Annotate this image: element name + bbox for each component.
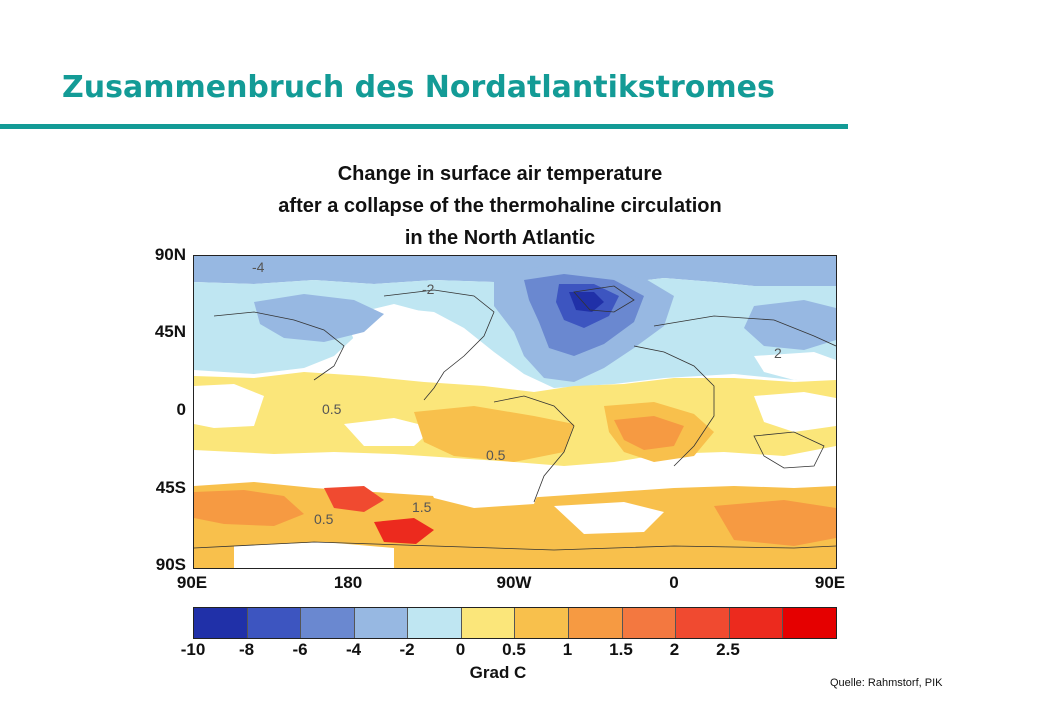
coast-australia: [753, 431, 825, 469]
contour-label-tropic-1: 0.5: [322, 401, 342, 417]
region-antarctic-white: [234, 542, 394, 568]
contour-label-arctic: -4: [252, 259, 265, 275]
contour-label-asia: 2: [774, 345, 782, 361]
temperature-map-svg: -4 -2 0.5 0.5 0.5 2 1.5: [194, 256, 836, 568]
lat-label-45s: 45S: [155, 478, 186, 497]
lon-label-90w: 90W: [496, 573, 532, 592]
region-south-indian-orange: [194, 490, 304, 526]
coast-north-america: [383, 289, 495, 401]
colorbar-tick-label: -8: [238, 640, 255, 659]
colorbar-tick-label: -4: [345, 640, 362, 659]
region-south-atlantic-white: [554, 502, 664, 534]
contour-labels: -4 -2 0.5 0.5 0.5 2 1.5: [252, 259, 782, 527]
source-credit: Quelle: Rahmstorf, PIK: [830, 677, 943, 689]
colorbar-swatch: [247, 608, 302, 638]
contour-label-na: -2: [422, 281, 435, 297]
region-south-atlantic-core: [614, 416, 684, 450]
coast-asia-pacific: [213, 311, 345, 381]
continent-outlines: [194, 285, 836, 551]
title-underline: [0, 124, 848, 129]
region-south-pacific-white: [424, 470, 544, 508]
colorbar-swatch: [461, 608, 516, 638]
lat-label-45n: 45N: [154, 322, 186, 341]
region-pacific-white-patch: [344, 418, 434, 446]
lon-label-180: 180: [333, 573, 363, 592]
colorbar-swatch: [515, 608, 570, 638]
lat-label-equator: 0: [176, 400, 186, 419]
colorbar-tick-label: 1.5: [609, 640, 633, 659]
map-title-line-1: Change in surface air temperature: [337, 163, 663, 185]
coast-antarctica: [194, 541, 836, 551]
colorbar-tick-label: -6: [292, 640, 308, 659]
colorbar-swatch: [194, 608, 248, 638]
region-pacific-white: [754, 352, 836, 380]
colorbar-tick-label: 1: [562, 640, 573, 659]
region-south-pacific-orange: [414, 406, 574, 462]
lon-label-0: 0: [669, 573, 679, 592]
colorbar-tick-label: 2.5: [716, 640, 740, 659]
lon-label-90e-right: 90E: [814, 573, 846, 592]
colorbar-tick-label: 0: [455, 640, 466, 659]
colorbar-swatch: [569, 608, 623, 638]
colorbar-tick-label: -2: [399, 640, 415, 659]
colorbar: [193, 607, 837, 639]
coast-greenland: [573, 285, 635, 313]
coast-africa: [633, 345, 715, 467]
lon-label-90e-left: 90E: [176, 573, 208, 592]
region-indian-ocean-white: [194, 384, 264, 428]
map-title-line-3: in the North Atlantic: [404, 227, 596, 249]
region-east-asia-blue: [744, 300, 836, 350]
map-title: Change in surface air temperature after …: [190, 158, 810, 254]
colorbar-swatch: [783, 608, 836, 638]
colorbar-tick-label: 0.5: [502, 640, 526, 659]
region-south-pacific-red: [324, 486, 384, 512]
colorbar-tick-label: 2: [669, 640, 680, 659]
colorbar-tick-label: -10: [180, 640, 206, 659]
coast-eurasia: [653, 315, 836, 347]
colorbar-swatch: [729, 608, 784, 638]
slide-title: Zusammenbruch des Nordatlantikstromes: [62, 70, 775, 105]
region-ross-sea-red: [374, 518, 434, 544]
region-south-east-orange: [714, 500, 836, 546]
contour-label-ross: 1.5: [412, 499, 432, 515]
colorbar-swatch: [622, 608, 677, 638]
contour-label-south: 0.5: [314, 511, 334, 527]
region-pacific-nw-blue: [254, 294, 384, 342]
region-north-atlantic-center: [569, 292, 604, 312]
coast-south-america: [493, 395, 575, 503]
colorbar-swatch: [354, 608, 409, 638]
colorbar-swatch: [676, 608, 730, 638]
temperature-map: -4 -2 0.5 0.5 0.5 2 1.5: [193, 255, 837, 569]
colorbar-swatch: [301, 608, 355, 638]
region-indonesia-white: [754, 392, 836, 432]
map-title-line-2: after a collapse of the thermohaline cir…: [278, 195, 722, 217]
lat-label-90s: 90S: [155, 555, 186, 574]
colorbar-swatch: [408, 608, 462, 638]
colorbar-unit: Grad C: [469, 663, 527, 682]
lat-label-90n: 90N: [154, 245, 186, 264]
contour-label-tropic-2: 0.5: [486, 447, 506, 463]
